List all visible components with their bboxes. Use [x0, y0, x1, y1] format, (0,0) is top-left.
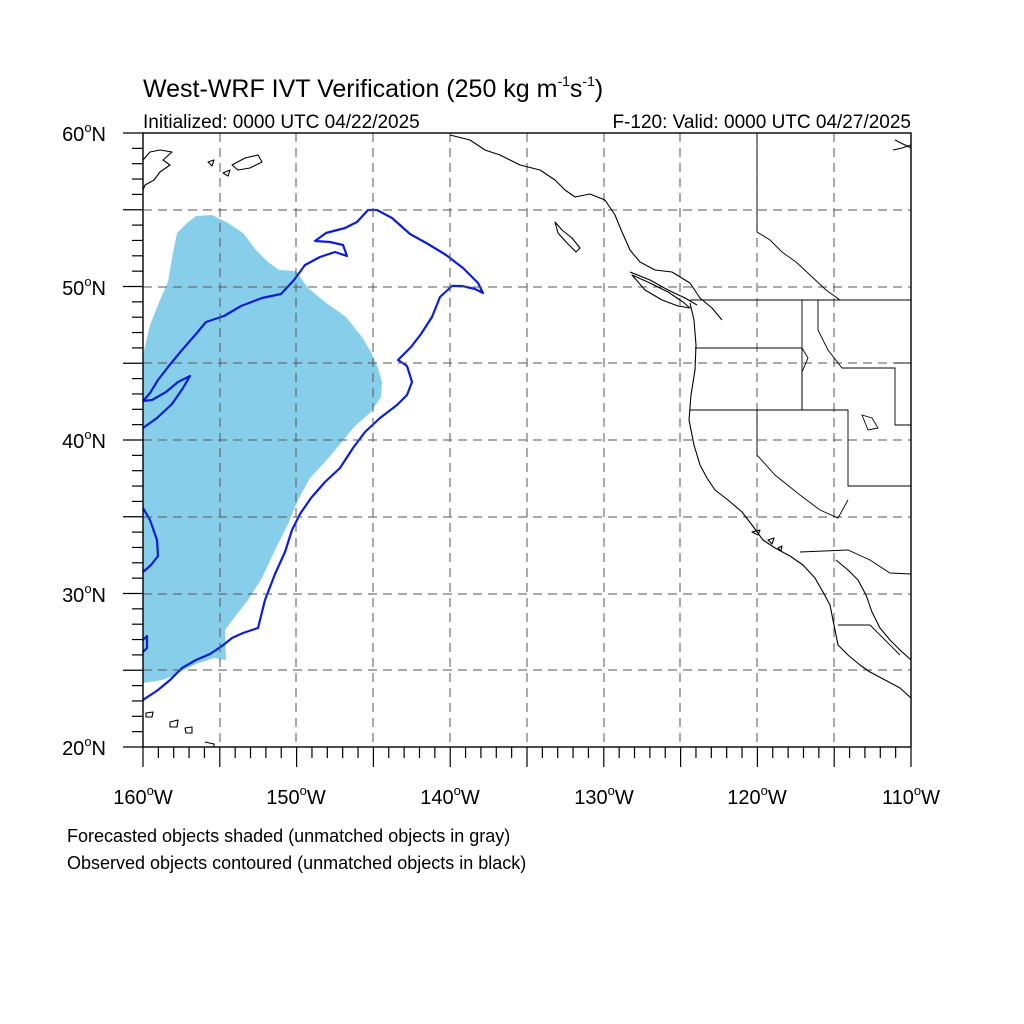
observed-ivt-contour-south: [143, 634, 149, 653]
lat-label-30: 30oN: [62, 581, 106, 607]
lon-label-140w: 140oW: [420, 783, 480, 809]
lon-label-150w: 150oW: [266, 783, 326, 809]
lon-labels: 160oW 150oW 140oW 130oW 120oW 110oW: [113, 783, 940, 809]
forecast-ivt-object: [143, 215, 382, 683]
lon-label-130w: 130oW: [574, 783, 634, 809]
lat-labels: 60oN 50oN 40oN 30oN 20oN: [62, 120, 106, 760]
init-time-label: Initialized: 0000 UTC 04/22/2025: [143, 112, 420, 133]
valid-time-label: F-120: Valid: 0000 UTC 04/27/2025: [612, 112, 911, 133]
caption-forecast: Forecasted objects shaded (unmatched obj…: [67, 826, 510, 846]
observed-ivt-contour-main: [143, 208, 485, 701]
lat-label-40: 40oN: [62, 427, 106, 453]
hawaii-islands: [145, 711, 215, 747]
baja-inner-coast: [835, 559, 911, 661]
hudson-area-coast: [892, 139, 911, 151]
lat-label-60: 60oN: [62, 120, 106, 146]
axis-ticks: [123, 132, 912, 767]
lat-label-20: 20oN: [62, 734, 106, 760]
bc-coast: [604, 199, 723, 321]
caption-observed: Observed objects contoured (unmatched ob…: [67, 853, 526, 873]
coastlines: [143, 134, 911, 747]
us-west-coast: [688, 302, 911, 699]
gulf-of-alaska-coast: [449, 134, 606, 201]
alaska-coast: [143, 149, 173, 191]
political-boundaries: [690, 133, 911, 656]
vancouver-island: [631, 274, 691, 309]
lon-label-160w: 160oW: [113, 783, 173, 809]
lon-label-120w: 120oW: [727, 783, 787, 809]
alaska-islands: [207, 154, 263, 177]
lon-label-110w: 110oW: [882, 783, 940, 809]
observed-ivt-contour-west: [143, 507, 160, 573]
channel-islands: [751, 529, 783, 552]
map-title: West-WRF IVT Verification (250 kg m-1s-1…: [143, 73, 603, 103]
haida-gwaii: [554, 221, 581, 253]
lat-label-50: 50oN: [62, 274, 106, 300]
